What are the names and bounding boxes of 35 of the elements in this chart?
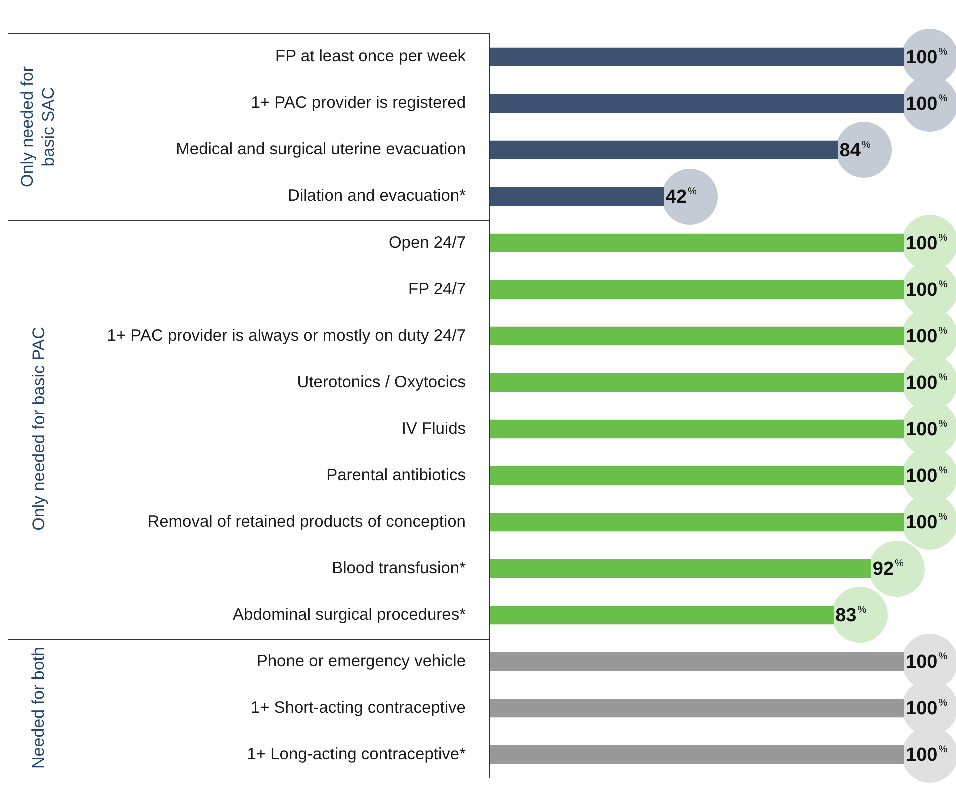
y-tick-label: Removal of retained products of conception <box>148 512 466 531</box>
y-tick-label: Phone or emergency vehicle <box>256 652 466 670</box>
y-tick-label: Dilation and evacuation* <box>288 187 467 206</box>
y-tick-label: FP at least once per week <box>276 48 467 66</box>
y-tick-label: Open 24/7 <box>388 234 466 252</box>
data-label: 84% <box>840 140 871 162</box>
data-label: 100% <box>906 512 948 534</box>
y-tick-label: Uterotonics / Oxytocics <box>297 373 466 392</box>
text: Only needed for basic SAC <box>17 65 59 190</box>
data-label: 100% <box>906 652 948 674</box>
y-tick-label: Parental antibiotics <box>326 466 466 484</box>
data-label: 83% <box>836 605 867 627</box>
y-tick-label: IV Fluids <box>402 420 466 438</box>
y-tick-label: 1+ PAC provider is registered <box>251 94 466 112</box>
data-label: 100% <box>906 326 948 348</box>
data-label: 100% <box>906 93 948 115</box>
data-label: 100% <box>906 744 948 766</box>
data-label: 100% <box>906 279 948 301</box>
text: Needed for both <box>28 646 48 772</box>
data-label: 100% <box>906 466 948 488</box>
y-tick-label: 1+ Short-acting contraceptive <box>250 698 466 717</box>
data-label: 42% <box>666 186 698 208</box>
y-tick-label: Medical and surgical uterine evacuation <box>176 140 466 159</box>
y-tick-label: Blood transfusion* <box>332 559 467 578</box>
y-tick-label: 1+ Long-acting contraceptive* <box>247 745 467 764</box>
text: Only needed for basic PAC <box>28 326 49 534</box>
data-label: 100% <box>906 232 948 254</box>
data-label: 92% <box>872 558 904 580</box>
data-label: 100% <box>906 46 948 68</box>
data-label: 100% <box>906 372 948 394</box>
data-label: 100% <box>906 698 948 720</box>
y-tick-label: 1+ PAC provider is always or mostly on duty 24/7 <box>107 326 466 345</box>
y-tick-label: FP 24/7 <box>408 280 466 298</box>
y-tick-label: Abdominal surgical procedures* <box>233 606 467 624</box>
data-label: 100% <box>906 419 948 440</box>
